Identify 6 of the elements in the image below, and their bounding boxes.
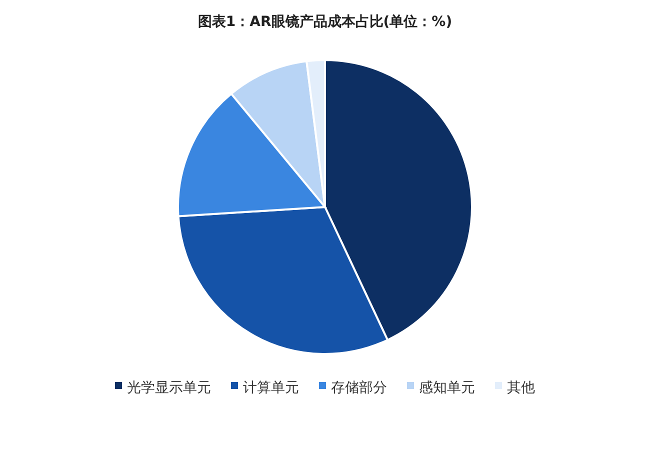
legend-label: 光学显示单元 <box>127 380 211 396</box>
chart-title: 图表1：AR眼镜产品成本占比(单位：%) <box>198 13 452 30</box>
legend-label: 计算单元 <box>243 380 299 396</box>
legend-label: 感知单元 <box>419 380 475 396</box>
legend-label: 其他 <box>507 380 535 396</box>
legend-label: 存储部分 <box>331 380 387 396</box>
